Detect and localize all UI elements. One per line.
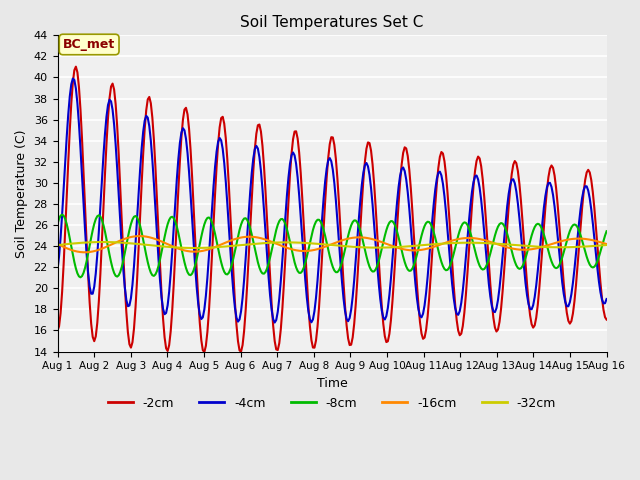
-32cm (603, 242, 611, 248)
-16cm (220, 240, 228, 246)
-32cm (122, 240, 130, 246)
-16cm (122, 235, 130, 241)
-8cm (239, 218, 246, 224)
-2cm (72, 64, 80, 70)
-8cm (575, 228, 583, 234)
X-axis label: Time: Time (317, 377, 348, 390)
-2cm (575, 244, 583, 250)
-8cm (54, 221, 61, 227)
-32cm (100, 239, 108, 245)
-16cm (297, 248, 305, 254)
-2cm (200, 349, 208, 355)
-32cm (190, 245, 198, 251)
-4cm (575, 220, 583, 226)
-2cm (297, 170, 305, 176)
-32cm (575, 244, 583, 250)
-16cm (248, 234, 255, 240)
-4cm (603, 296, 611, 302)
-4cm (237, 309, 245, 314)
-8cm (124, 234, 132, 240)
Line: -32cm: -32cm (58, 242, 607, 248)
-8cm (603, 228, 611, 234)
-32cm (220, 244, 228, 250)
-32cm (297, 240, 305, 246)
-2cm (239, 342, 246, 348)
Line: -8cm: -8cm (58, 215, 607, 277)
-2cm (122, 309, 130, 315)
-2cm (248, 194, 255, 200)
-4cm (271, 320, 278, 325)
-8cm (77, 275, 84, 280)
Text: BC_met: BC_met (63, 38, 115, 51)
-16cm (575, 236, 583, 241)
-8cm (58, 212, 66, 217)
-8cm (220, 269, 228, 275)
-4cm (122, 297, 130, 303)
-16cm (136, 233, 144, 239)
-16cm (239, 234, 246, 240)
-2cm (54, 327, 61, 333)
-8cm (248, 232, 255, 238)
-2cm (603, 317, 611, 323)
Y-axis label: Soil Temperature (C): Soil Temperature (C) (15, 129, 28, 258)
Line: -16cm: -16cm (58, 236, 607, 252)
Line: -4cm: -4cm (58, 79, 607, 323)
-4cm (54, 266, 61, 272)
-16cm (54, 241, 61, 247)
-16cm (81, 250, 89, 255)
-32cm (239, 242, 246, 248)
-2cm (220, 120, 228, 126)
-32cm (54, 242, 61, 248)
Title: Soil Temperatures Set C: Soil Temperatures Set C (241, 15, 424, 30)
-4cm (219, 146, 227, 152)
-16cm (603, 241, 611, 247)
-4cm (69, 76, 77, 82)
-32cm (248, 241, 255, 247)
Legend: -2cm, -4cm, -8cm, -16cm, -32cm: -2cm, -4cm, -8cm, -16cm, -32cm (103, 392, 561, 415)
-8cm (297, 270, 305, 276)
Line: -2cm: -2cm (58, 67, 607, 352)
-4cm (297, 213, 305, 218)
-4cm (246, 189, 254, 194)
